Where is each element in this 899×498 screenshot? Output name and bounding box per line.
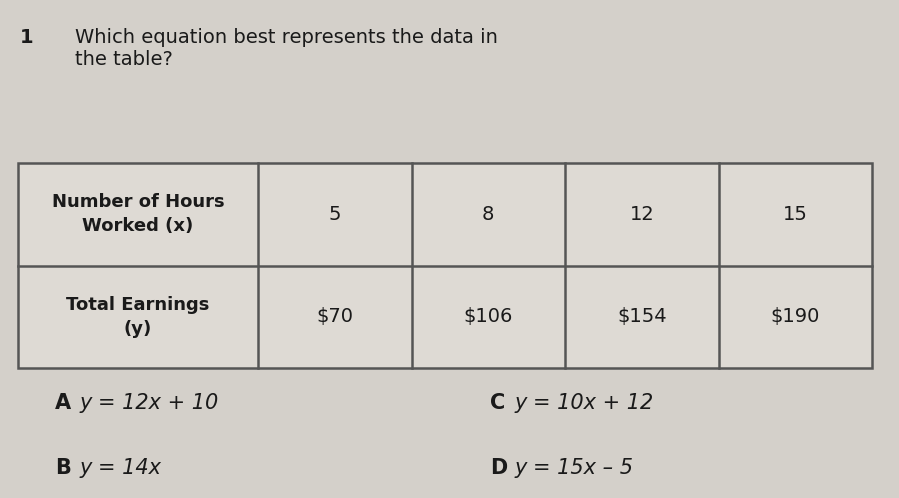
Text: y = 14x: y = 14x [80,458,162,478]
Text: 5: 5 [328,205,341,224]
Text: Which equation best represents the data in: Which equation best represents the data … [75,28,498,47]
Text: 12: 12 [629,205,654,224]
Text: y = 15x – 5: y = 15x – 5 [515,458,634,478]
Text: C: C [490,393,505,413]
Text: B: B [55,458,71,478]
Text: A: A [55,393,71,413]
Text: $106: $106 [464,307,513,326]
Text: y = 12x + 10: y = 12x + 10 [80,393,219,413]
Text: $154: $154 [617,307,666,326]
Text: 8: 8 [482,205,494,224]
Text: y = 10x + 12: y = 10x + 12 [515,393,654,413]
FancyBboxPatch shape [18,163,872,368]
Text: 1: 1 [20,28,33,47]
Text: $190: $190 [770,307,820,326]
Text: Total Earnings
(y): Total Earnings (y) [67,296,209,338]
Text: 15: 15 [783,205,807,224]
Text: the table?: the table? [75,50,173,69]
Text: D: D [490,458,507,478]
Text: $70: $70 [316,307,353,326]
Text: Number of Hours
Worked (x): Number of Hours Worked (x) [51,193,225,235]
